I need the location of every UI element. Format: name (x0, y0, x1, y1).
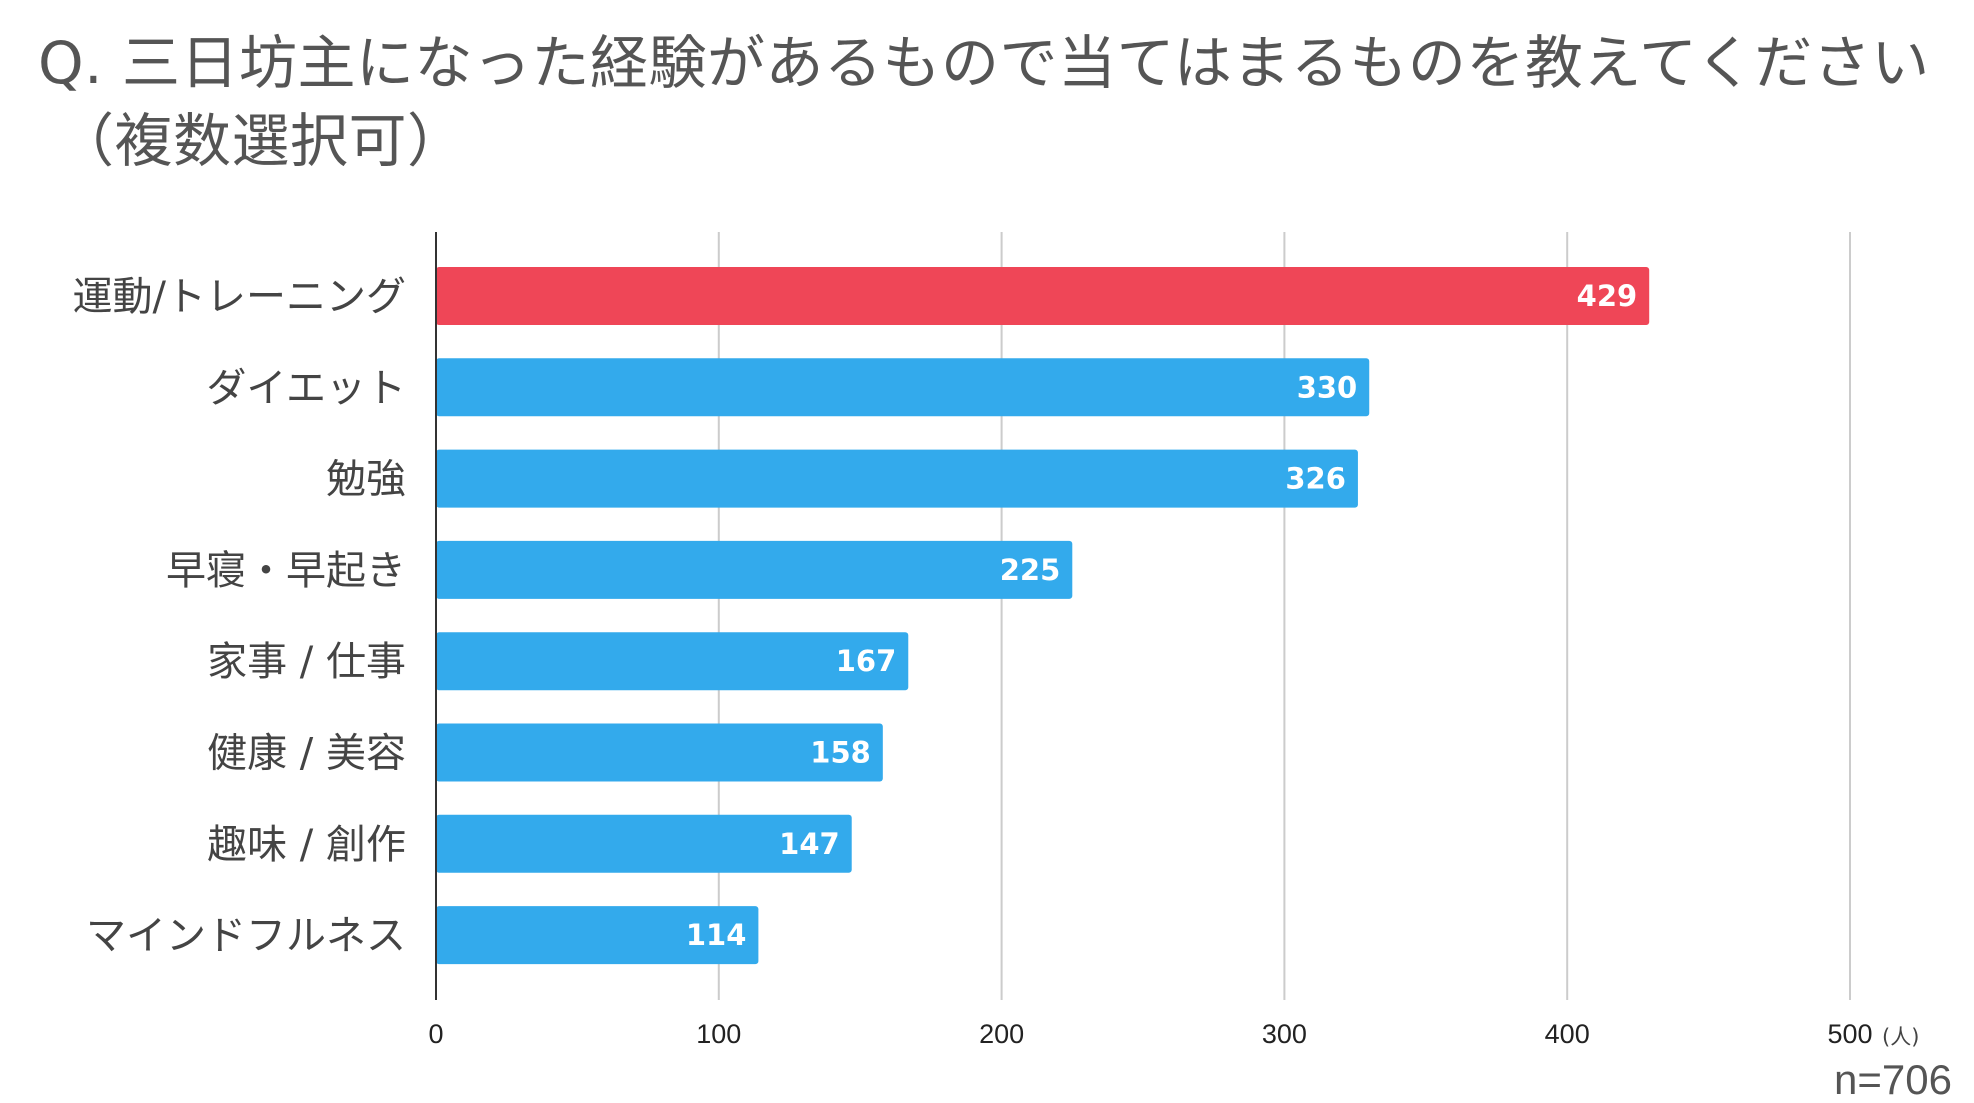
bar-value-label-3: 225 (1000, 553, 1061, 587)
bar-value-label-7: 114 (686, 918, 747, 952)
category-label-3: 早寝・早起き (166, 548, 406, 594)
bar-value-label-2: 326 (1285, 462, 1346, 496)
chart-title-line-2: （複数選択可） (56, 107, 466, 175)
sample-size: n=706 (1834, 1056, 1952, 1103)
category-label-5: 健康 / 美容 (207, 731, 406, 777)
bars: 429 330 326 225 167 158 147 114 (436, 267, 1650, 965)
category-label-1: ダイエット (206, 365, 406, 411)
chart-title-line-1: Q. 三日坊主になった経験があるもので当てはまるものを教えてください (38, 29, 1930, 97)
x-tick-label-500: 500 (1827, 1019, 1872, 1049)
category-label-7: マインドフルネス (86, 913, 406, 959)
bar-0 (436, 267, 1650, 325)
category-label-4: 家事 / 仕事 (207, 639, 406, 685)
x-axis-unit: (人) (1882, 1025, 1919, 1049)
category-label-2: 勉強 (326, 457, 406, 503)
bar-value-label-6: 147 (779, 827, 840, 861)
bar-value-label-4: 167 (836, 644, 897, 678)
bar-2 (436, 449, 1358, 508)
bar-4 (436, 632, 909, 691)
x-tick-label-400: 400 (1545, 1019, 1590, 1049)
category-label-0: 運動/トレーニング (73, 274, 406, 320)
x-tick-label-0: 0 (428, 1019, 443, 1049)
bar-5 (436, 723, 883, 782)
x-tick-label-100: 100 (696, 1019, 741, 1049)
bar-value-label-1: 330 (1297, 370, 1358, 404)
x-tick-label-200: 200 (979, 1019, 1024, 1049)
chart-title: Q. 三日坊主になった経験があるもので当てはまるものを教えてください （複数選択… (38, 24, 1938, 180)
bar-7 (436, 906, 759, 965)
bar-value-label-5: 158 (810, 736, 871, 770)
bar-3 (436, 540, 1073, 599)
bar-value-label-0: 429 (1577, 279, 1638, 313)
x-tick-label-300: 300 (1262, 1019, 1307, 1049)
gridlines (717, 232, 1851, 1000)
bar-1 (436, 358, 1370, 417)
category-label-6: 趣味 / 創作 (207, 822, 406, 868)
x-axis-ticks: 0 100 200 300 400 500 (428, 1019, 1872, 1049)
bar-6 (436, 814, 852, 873)
